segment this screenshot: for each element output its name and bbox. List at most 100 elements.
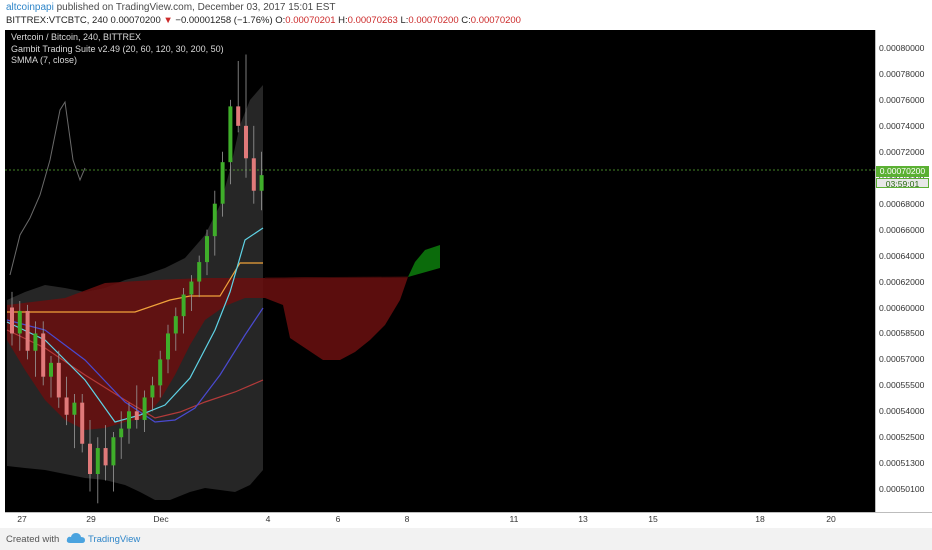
open-label: O:: [275, 15, 286, 26]
price-tick-label: 0.00076000: [879, 94, 925, 105]
price-tick-label: 0.00064000: [879, 250, 925, 261]
candle-body: [127, 411, 131, 429]
candle-body: [88, 443, 92, 475]
candle-body: [41, 333, 46, 377]
candle-body: [259, 175, 264, 191]
time-tick-label: 6: [335, 514, 341, 524]
price-tick-label: 0.00078000: [879, 68, 925, 79]
price-chart[interactable]: [5, 30, 875, 512]
tenkan-line: [6, 227, 264, 423]
price-tick-label: 0.00058500: [879, 328, 925, 339]
time-tick-label: 20: [826, 514, 836, 524]
symbol-label: BITTREX:VTCBTC, 240: [6, 15, 108, 26]
candle-body: [111, 437, 116, 466]
bar-countdown: 03:59:01: [876, 178, 929, 189]
candle-body: [10, 307, 14, 334]
candle-body: [181, 294, 186, 317]
price-tick-label: 0.00074000: [879, 120, 925, 131]
chikou-line: [9, 100, 86, 276]
tradingview-link[interactable]: TradingView: [88, 534, 141, 545]
price-tick-label: 0.00072000: [879, 146, 925, 157]
candle-body: [220, 162, 225, 204]
author-link[interactable]: altcoinpapi: [6, 2, 54, 13]
down-arrow-icon: ▼: [163, 15, 173, 26]
time-tick-label: 18: [755, 514, 765, 524]
slow-ma-red: [6, 329, 264, 419]
candle-body: [244, 125, 248, 159]
candle-body: [64, 397, 69, 415]
chart-legend: Vertcoin / Bitcoin, 240, BITTREX Gambit …: [11, 32, 224, 67]
candles-group: [10, 54, 264, 504]
candle-body: [173, 316, 178, 334]
publish-line: altcoinpapi published on TradingView.com…: [6, 2, 335, 13]
candle-body: [212, 203, 217, 237]
symbol-ohlc-line: BITTREX:VTCBTC, 240 0.00070200 ▼ −0.0000…: [6, 15, 521, 26]
candle-body: [103, 448, 108, 466]
time-tick-label: 13: [578, 514, 588, 524]
candle-body: [56, 362, 61, 398]
candle-body: [197, 262, 202, 282]
close-value: 0.00070200: [470, 15, 521, 26]
time-axis[interactable]: 27 29 Dec 4 6 8 11 13 15 18 20: [5, 512, 932, 527]
price-tick-label: 0.00051300: [879, 458, 925, 469]
candle-body: [251, 158, 256, 191]
tradingview-cloud-icon: [66, 533, 85, 543]
time-tick-label: 15: [648, 514, 658, 524]
price-tick-label: 0.00055500: [879, 380, 925, 391]
published-text: published on TradingView.com, December 0…: [56, 2, 336, 13]
time-tick-label: 29: [86, 514, 96, 524]
candle-body: [95, 448, 100, 475]
indicator-smma-label[interactable]: SMMA (7, close): [11, 55, 78, 65]
high-value: 0.00070263: [347, 15, 398, 26]
low-label: L:: [400, 15, 409, 26]
open-value: 0.00070201: [285, 15, 336, 26]
candle-body: [17, 310, 22, 334]
price-tick-label: 0.00060000: [879, 302, 925, 313]
candle-body: [119, 428, 124, 438]
cloud-span-b: [264, 276, 409, 279]
indicator-gambit-label[interactable]: Gambit Trading Suite v2.49 (20, 60, 120,…: [11, 43, 224, 54]
candle-body: [72, 402, 77, 415]
footer-bar: Created with TradingView: [0, 528, 932, 550]
mid-ma-blue: [6, 307, 264, 423]
high-label: H:: [338, 15, 348, 26]
candle-body: [158, 359, 163, 386]
ichimoku-cloud-bearish: [7, 277, 408, 430]
price-tick-label: 0.00052500: [879, 432, 925, 443]
low-value: 0.00070200: [408, 15, 459, 26]
time-tick-label: 27: [17, 514, 27, 524]
price-tick-label: 0.00054000: [879, 406, 925, 417]
close-label: C:: [461, 15, 471, 26]
created-with-label: Created with: [6, 534, 60, 545]
chart-pane[interactable]: Vertcoin / Bitcoin, 240, BITTREX Gambit …: [5, 30, 875, 512]
candle-body: [80, 402, 85, 444]
candle-body: [166, 333, 170, 360]
price-tick-label: 0.00066000: [879, 224, 925, 235]
time-tick-label: 4: [265, 514, 271, 524]
candle-body: [33, 333, 38, 351]
last-price-badge: 0.00070200: [876, 166, 929, 177]
price-tick-label: 0.00080000: [879, 43, 925, 53]
price-tick-label: 0.00070000: [879, 173, 924, 183]
candle-body: [49, 362, 53, 377]
candle-body: [236, 106, 241, 126]
time-tick-label: Dec: [153, 514, 169, 524]
price-axis[interactable]: 0.00080000 0.00078000 0.00076000 0.00074000…: [875, 30, 932, 520]
price-tick-label: 0.00057000: [879, 354, 925, 365]
last-price: 0.00070200: [110, 15, 161, 26]
time-tick-label: 8: [404, 514, 410, 524]
candle-body: [205, 236, 209, 263]
price-tick-label: 0.00050100: [879, 484, 925, 495]
time-tick-label: 11: [509, 514, 519, 524]
candle-body: [189, 281, 194, 295]
price-tick-label: 0.00062000: [879, 276, 925, 287]
candle-body: [142, 397, 147, 420]
ichimoku-cloud-bullish: [408, 245, 440, 277]
candle-body: [150, 385, 155, 398]
change-value: −0.00001258 (−1.76%): [175, 15, 273, 26]
symbol-title: Vertcoin / Bitcoin, 240, BITTREX: [11, 32, 142, 42]
price-tick-label: 0.00068000: [879, 198, 925, 209]
candle-body: [134, 411, 139, 420]
candle-body: [228, 106, 233, 163]
candle-body: [25, 310, 30, 351]
